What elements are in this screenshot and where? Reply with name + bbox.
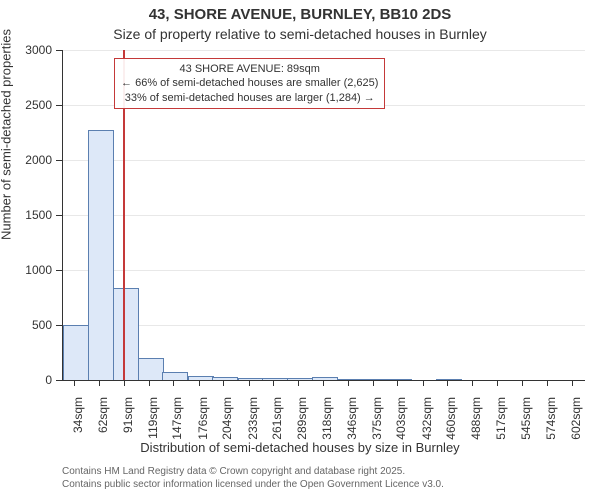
x-tick [547,380,548,386]
y-tick-label: 0 [18,373,52,387]
gridline [63,270,585,271]
chart-title-line1: 43, SHORE AVENUE, BURNLEY, BB10 2DS [0,6,600,23]
x-tick [447,380,448,386]
x-tick [124,380,125,386]
footer-line1: Contains HM Land Registry data © Crown c… [62,466,444,479]
x-tick-label: 147sqm [170,397,184,457]
y-tick-label: 1000 [18,263,52,277]
histogram-bar [362,379,388,380]
x-tick [273,380,274,386]
gridline [63,50,585,51]
footer-line2: Contains public sector information licen… [62,479,444,492]
histogram-bar [113,288,139,380]
y-tick [56,270,62,271]
y-tick [56,325,62,326]
x-tick-label: 488sqm [469,397,483,457]
gridline [63,215,585,216]
x-tick-label: 545sqm [519,397,533,457]
histogram-bar [212,377,238,380]
x-tick-label: 34sqm [71,397,85,457]
x-tick-label: 432sqm [420,397,434,457]
x-tick-label: 346sqm [345,397,359,457]
x-tick-label: 602sqm [569,397,583,457]
x-tick [74,380,75,386]
histogram-bar [63,325,89,380]
y-tick [56,380,62,381]
x-tick-label: 261sqm [270,397,284,457]
chart-container: 43, SHORE AVENUE, BURNLEY, BB10 2DS Size… [0,0,600,500]
histogram-bar [262,378,288,380]
x-tick-label: 91sqm [121,397,135,457]
y-tick-label: 3000 [18,43,52,57]
plot-area: 43 SHORE AVENUE: 89sqm← 66% of semi-deta… [62,50,585,381]
chart-title-line2: Size of property relative to semi-detach… [0,26,600,42]
annotation-line2: ← 66% of semi-detached houses are smalle… [121,76,378,90]
y-tick-label: 2500 [18,98,52,112]
annotation-line1: 43 SHORE AVENUE: 89sqm [121,62,378,76]
x-tick [472,380,473,386]
x-tick-label: 176sqm [196,397,210,457]
histogram-bar [138,358,164,380]
histogram-bar [188,376,214,380]
histogram-bar [88,130,114,380]
x-tick [149,380,150,386]
y-tick [56,105,62,106]
histogram-bar [162,372,188,380]
x-tick [249,380,250,386]
gridline [63,160,585,161]
y-tick [56,160,62,161]
x-tick-label: 62sqm [96,397,110,457]
histogram-bar [312,377,338,380]
x-tick [223,380,224,386]
x-tick [497,380,498,386]
x-tick-label: 574sqm [544,397,558,457]
histogram-bar [337,379,363,380]
y-tick-label: 2000 [18,153,52,167]
x-tick [397,380,398,386]
x-tick-label: 119sqm [146,397,160,457]
x-tick-label: 375sqm [370,397,384,457]
x-tick [373,380,374,386]
x-tick [173,380,174,386]
histogram-bar [436,379,462,380]
x-tick-label: 233sqm [246,397,260,457]
x-tick-label: 289sqm [295,397,309,457]
x-tick [522,380,523,386]
y-tick-label: 500 [18,318,52,332]
footer-attribution: Contains HM Land Registry data © Crown c… [62,466,444,491]
x-tick [572,380,573,386]
x-tick-label: 403sqm [394,397,408,457]
y-axis-label: Number of semi-detached properties [0,29,14,240]
annotation-callout: 43 SHORE AVENUE: 89sqm← 66% of semi-deta… [114,58,385,109]
y-tick [56,215,62,216]
gridline [63,325,585,326]
x-tick [99,380,100,386]
histogram-bar [238,378,264,380]
x-tick-label: 318sqm [320,397,334,457]
x-tick-label: 460sqm [444,397,458,457]
x-tick [348,380,349,386]
x-tick [323,380,324,386]
x-tick [199,380,200,386]
y-tick-label: 1500 [18,208,52,222]
histogram-bar [386,379,412,380]
x-tick [298,380,299,386]
y-tick [56,50,62,51]
x-tick-label: 517sqm [494,397,508,457]
x-tick-label: 204sqm [220,397,234,457]
annotation-line3: 33% of semi-detached houses are larger (… [121,91,378,105]
x-tick [423,380,424,386]
histogram-bar [287,378,313,380]
